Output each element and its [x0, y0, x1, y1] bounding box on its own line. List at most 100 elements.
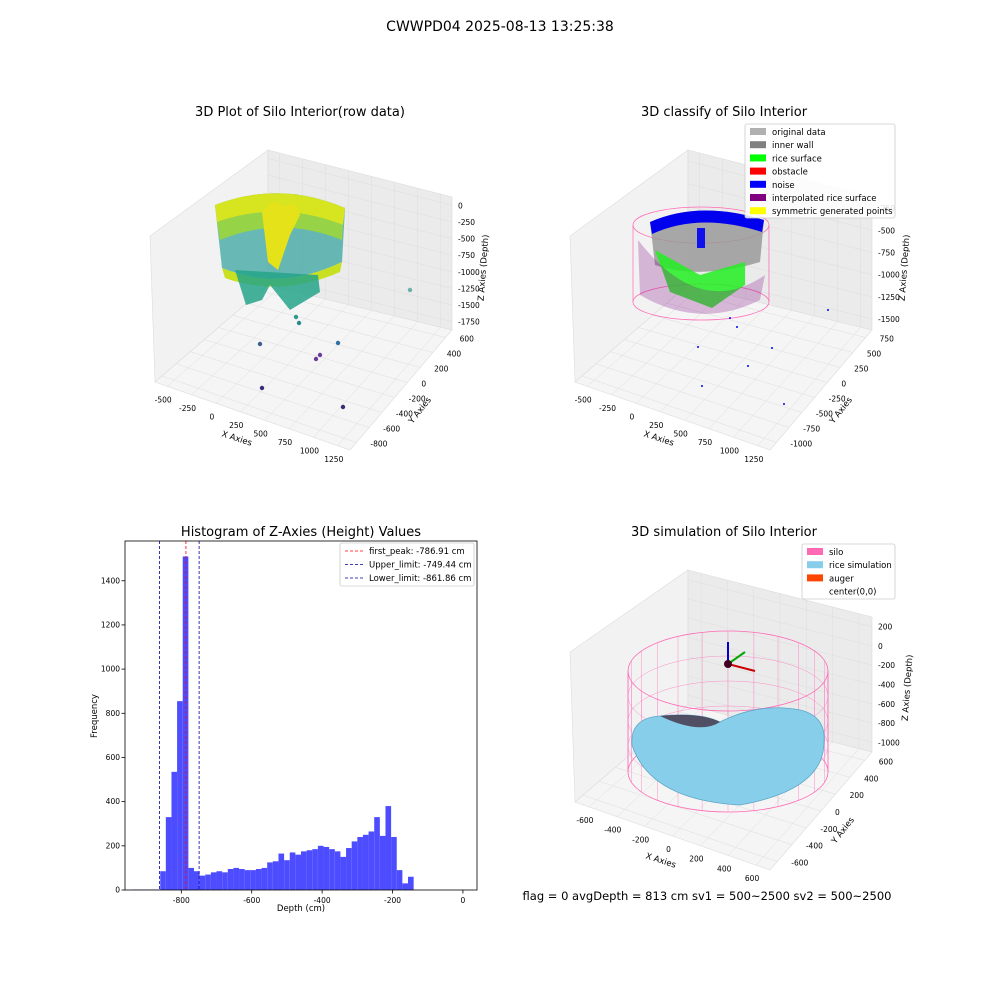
histogram-legend-label: first_peak: -786.91 cm: [369, 547, 465, 557]
classify-noise-rim: [650, 210, 764, 234]
histogram-bar: [391, 836, 397, 890]
histogram-axes-frame: [124, 540, 478, 891]
raw-panel-title: 3D Plot of Silo Interior(row data): [195, 105, 405, 120]
classify-3d-panel: 3D classify of Silo Interior -500 -250 0 25…: [569, 105, 913, 464]
grid-line: [204, 339, 395, 398]
p2-z-tick-label: -500: [878, 226, 895, 235]
grid-line: [757, 327, 861, 446]
classify-inner-wall-points: [650, 210, 764, 272]
classify-floor: [574, 284, 873, 451]
grid-line: [587, 287, 700, 387]
classify-legend-label: inner wall: [772, 141, 813, 151]
classify-z-axis-label: Z Axies (Depth): [898, 234, 913, 301]
histogram-legend-box: [339, 542, 475, 587]
histogram-bar: [306, 850, 313, 890]
p2-x-tick-label: 1000: [720, 446, 739, 455]
grid-line: [582, 794, 778, 862]
histogram-bar: [216, 871, 223, 890]
p2-y-tick-label: -250: [829, 395, 846, 404]
histogram-panel: Histogram of Z-Axies (Height) Values -80…: [90, 525, 478, 914]
classify-legend-label: interpolated rice surface: [772, 194, 877, 204]
p1-x-tick-label: -500: [155, 395, 172, 404]
classify-center-noise: [697, 228, 705, 248]
histogram-bar: [272, 861, 279, 890]
simulation-legend-swatch: [807, 561, 823, 569]
grid-line: [191, 293, 303, 395]
p2-x-tick-label: -250: [599, 404, 616, 413]
classify-legend-label: symmetric generated points: [772, 207, 893, 217]
simulation-legend-label: silo: [829, 548, 843, 558]
histogram-bar: [278, 853, 285, 890]
histogram-bar: [385, 806, 392, 890]
simulation-x-axis-arrow: [727, 663, 756, 672]
p2-y-tick-label: 500: [867, 350, 882, 359]
p4-x-tick-label: -200: [632, 835, 649, 844]
raw-floor-cluster: [235, 270, 320, 310]
histogram-bar: [177, 701, 183, 890]
p1-x-tick-label: 500: [254, 429, 269, 438]
grid-line: [267, 175, 453, 223]
p4-x-tick-label: 200: [689, 855, 704, 864]
grid-line: [611, 293, 723, 395]
raw-outlier-point: [296, 320, 302, 326]
grid-line: [215, 298, 326, 404]
histogram-title: Histogram of Z-Axies (Height) Values: [181, 525, 421, 540]
histogram-x-tick-label: 0: [461, 896, 466, 905]
simulation-x-ticks: -600 -400 -200 0 200 400 600: [576, 816, 759, 883]
p2-y-tick-label: 750: [880, 335, 895, 344]
histogram-bar: [317, 845, 324, 890]
p2-x-tick-label: 750: [698, 438, 713, 447]
figure-suptitle: CWWPD04 2025-08-13 13:25:38: [386, 19, 614, 35]
simulation-legend-label: auger: [829, 574, 854, 584]
classify-legend-swatch: [750, 128, 766, 135]
histogram-x-tick-label: -200: [384, 896, 401, 905]
histogram-legend-label: Lower_limit: -861.86 cm: [369, 574, 471, 584]
histogram-bar: [402, 883, 409, 890]
p2-x-tick-label: -500: [575, 395, 592, 404]
p1-y-tick-label: 400: [447, 350, 462, 359]
grid-line: [660, 304, 769, 412]
p4-z-tick-label: -1000: [878, 738, 900, 747]
p2-y-tick-label: -500: [816, 410, 833, 419]
histogram-y-tick-label: 1400: [101, 576, 120, 585]
grid-line: [246, 302, 433, 353]
simulation-3d-panel: 3D simulation of Silo Interior -600-400-…: [569, 525, 916, 883]
histogram-x-tick-label: -600: [243, 896, 260, 905]
raw-center-column: [262, 202, 300, 270]
p2-y-tick-label: -1000: [790, 440, 812, 449]
grid-line: [167, 287, 280, 387]
histogram-bar: [362, 834, 369, 890]
classify-noise-point: [827, 309, 829, 311]
classify-legend-swatch: [750, 141, 766, 149]
p4-x-tick-label: 0: [666, 845, 671, 854]
p4-y-tick-label: 0: [835, 808, 840, 817]
classify-legend-swatch: [750, 207, 766, 215]
grid-line: [161, 375, 357, 443]
simulation-legend-label: center(0,0): [829, 588, 877, 598]
p2-y-tick-label: 0: [841, 380, 846, 389]
histogram-y-tick-label: 0: [115, 886, 120, 895]
p2-x-tick-label: 0: [630, 412, 635, 421]
grid-line: [687, 617, 873, 666]
simulation-legend-box: [801, 543, 896, 600]
histogram-y-tick-label: 200: [106, 841, 121, 850]
histogram-bar: [334, 851, 341, 890]
simulation-legend: silo rice simulation auger center(0,0): [807, 548, 892, 598]
histogram-y-ticks: 0 200 400 600 800 1000 1200 1400: [101, 576, 125, 895]
classify-legend-label: noise: [772, 181, 795, 191]
classify-legend-label: original data: [772, 128, 826, 138]
p4-z-tick-label: -800: [878, 719, 895, 728]
simulation-legend-label: rice simulation: [829, 561, 892, 571]
raw-floor: [154, 284, 453, 451]
histogram-bar: [295, 854, 301, 890]
p2-z-tick-label: -750: [878, 248, 895, 257]
p2-x-tick-label: 250: [649, 421, 664, 430]
classify-legend-label: rice surface: [772, 154, 822, 164]
raw-outlier-point: [259, 385, 265, 391]
grid-line: [610, 351, 802, 413]
simulation-z-axis-label: Z Axies (Depth): [901, 654, 916, 721]
grid-line: [638, 327, 828, 383]
histogram-bar: [357, 836, 363, 890]
grid-line: [684, 310, 792, 421]
